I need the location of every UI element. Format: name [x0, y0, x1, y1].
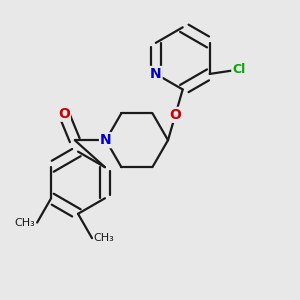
Text: Cl: Cl [232, 63, 245, 76]
Text: O: O [58, 107, 70, 121]
Text: CH₃: CH₃ [94, 233, 114, 243]
Text: O: O [169, 108, 181, 122]
Text: N: N [100, 133, 112, 147]
Text: N: N [150, 67, 162, 81]
Text: CH₃: CH₃ [15, 218, 35, 228]
